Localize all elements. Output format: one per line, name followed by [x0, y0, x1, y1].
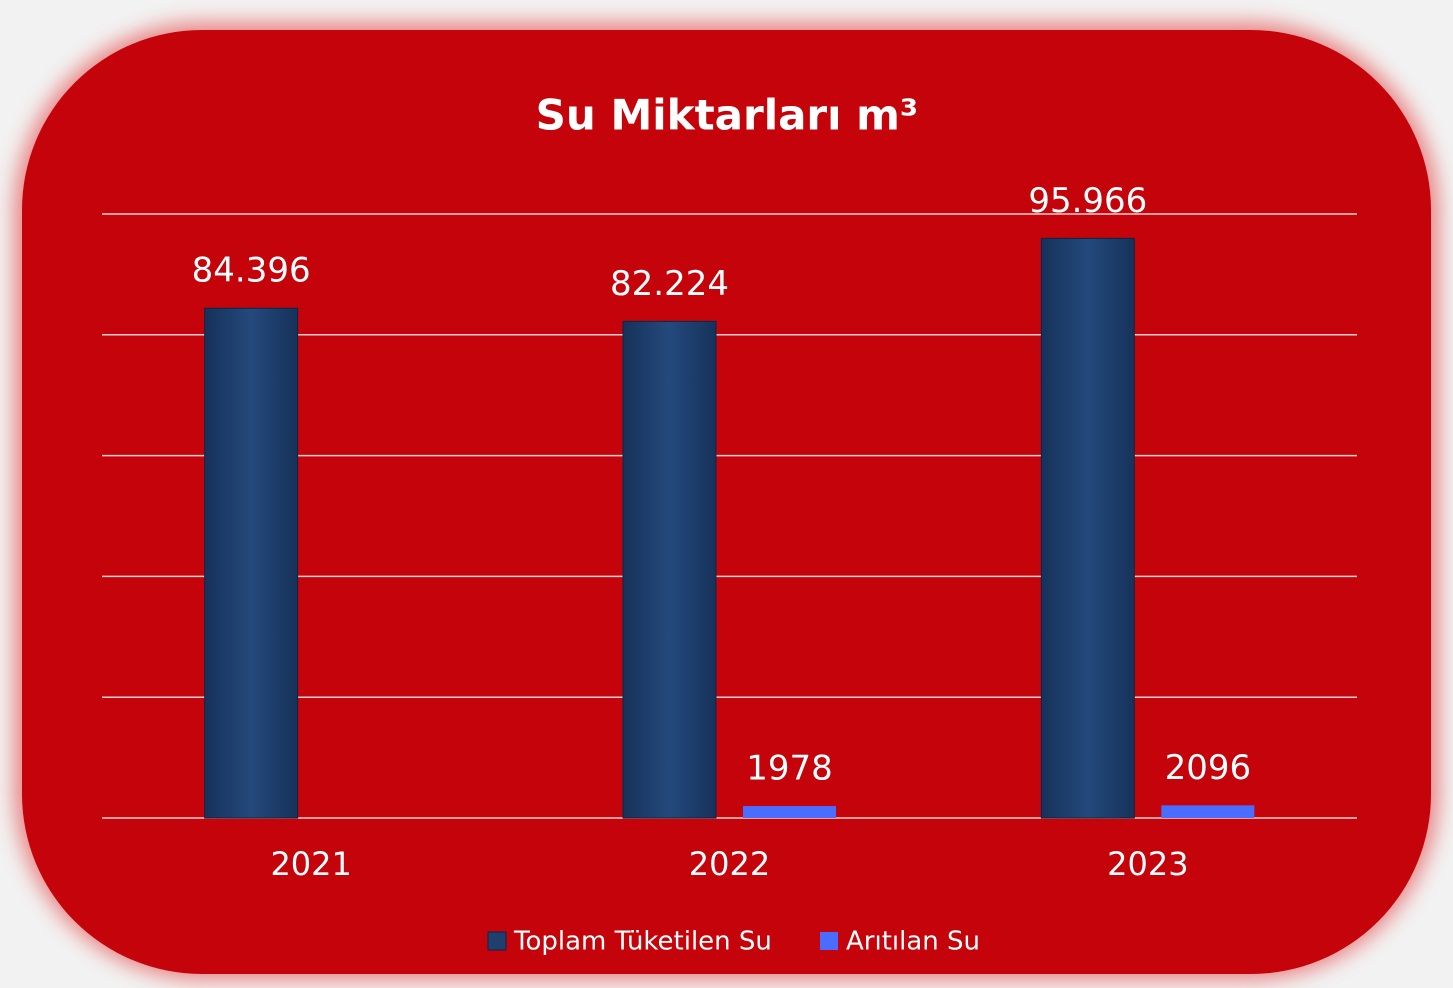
legend-swatch [487, 931, 507, 951]
legend-swatch [820, 932, 838, 950]
x-tick-label: 2023 [1107, 845, 1188, 883]
bar [1161, 805, 1255, 818]
data-label: 2096 [1165, 748, 1252, 788]
bar [743, 806, 836, 818]
legend-label: Arıtılan Su [846, 927, 980, 957]
data-label: 95.966 [1028, 181, 1147, 221]
data-label: 84.396 [192, 251, 311, 291]
x-tick-label: 2022 [689, 845, 770, 883]
data-label: 82.224 [610, 264, 729, 304]
chart-title: Su Miktarları m³ [536, 91, 919, 140]
data-label: 1978 [746, 749, 833, 789]
x-tick-label: 2021 [270, 845, 351, 883]
bar [622, 320, 717, 819]
bar [204, 307, 299, 819]
legend-label: Toplam Tüketilen Su [513, 927, 772, 957]
bar [1040, 237, 1135, 819]
